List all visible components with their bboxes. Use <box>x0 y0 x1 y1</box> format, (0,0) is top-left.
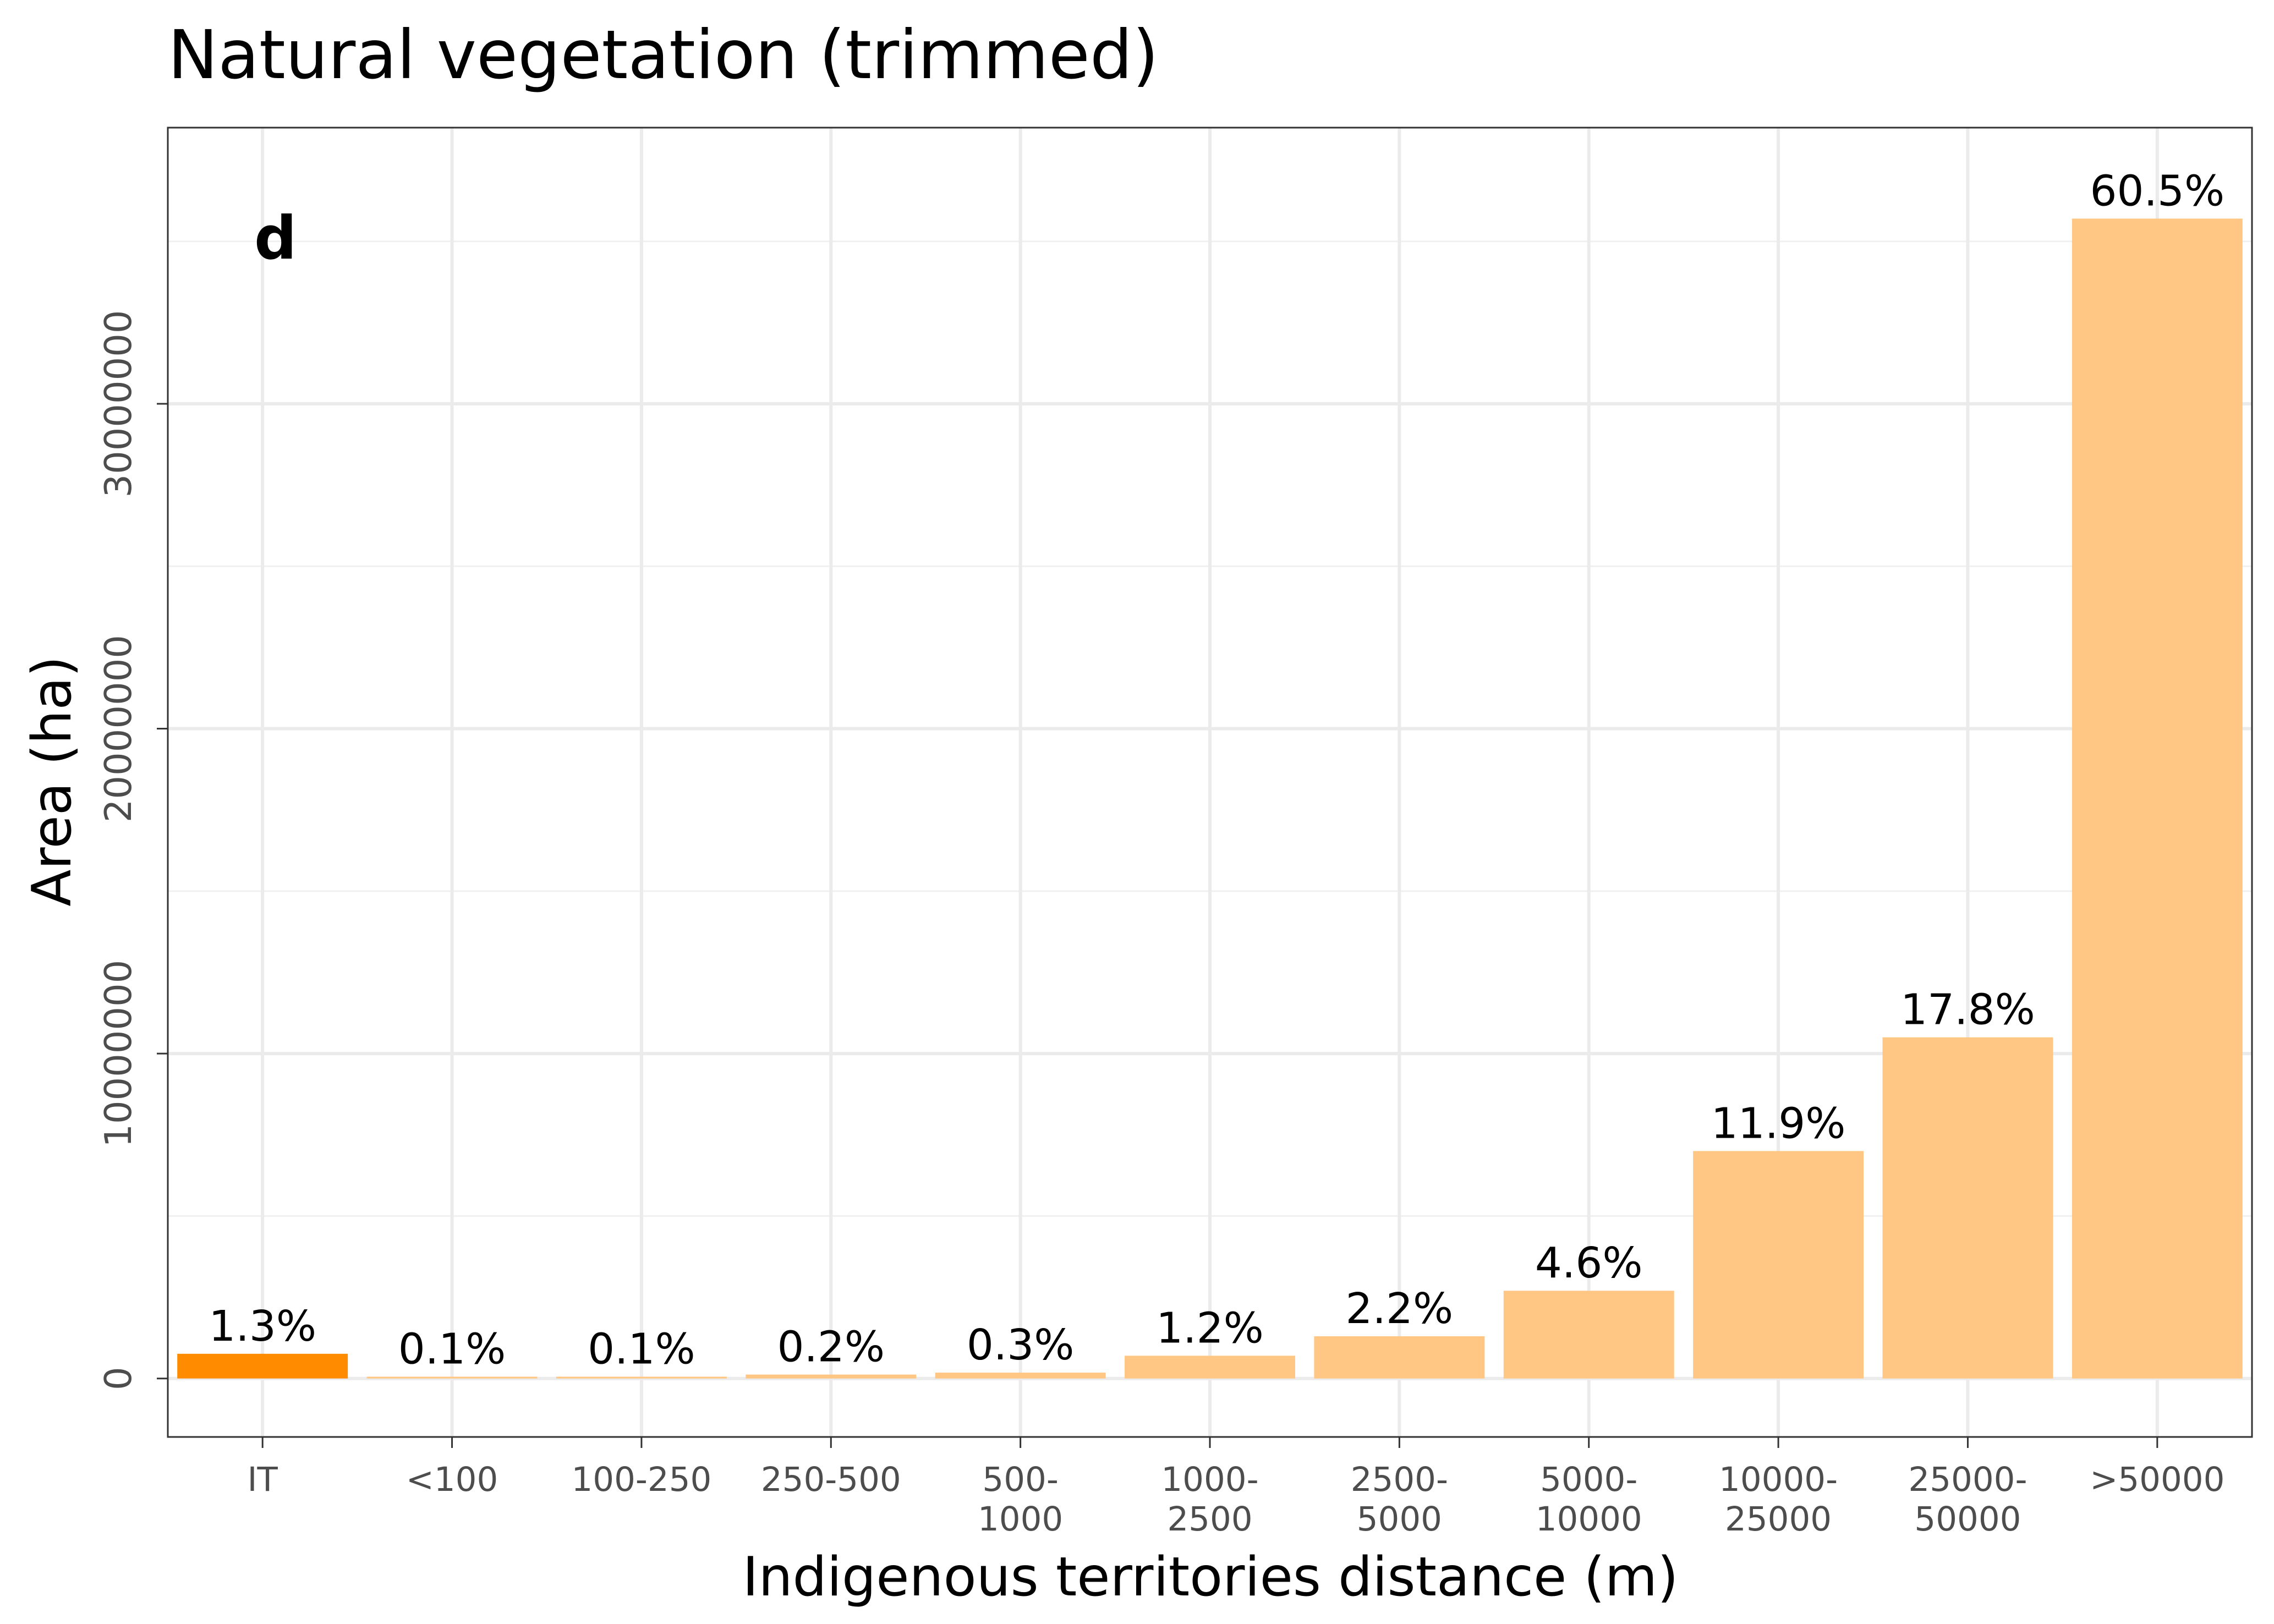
bar-8 <box>1693 1151 1864 1379</box>
bar-9 <box>1882 1037 2053 1379</box>
bar-6 <box>1314 1336 1485 1379</box>
x-tick-label-0: IT <box>248 1460 278 1499</box>
x-tick-label-7: 5000-10000 <box>1536 1460 1642 1539</box>
x-tick-label-9: 25000-50000 <box>1908 1460 2027 1539</box>
panel-tag: d <box>254 204 297 273</box>
x-tick-label-3: 250-500 <box>761 1460 901 1499</box>
data-label-6: 2.2% <box>1346 1285 1454 1334</box>
bar-7 <box>1503 1291 1674 1379</box>
bar-5 <box>1125 1356 1295 1379</box>
data-label-5: 1.2% <box>1156 1304 1264 1353</box>
data-label-4: 0.3% <box>967 1321 1075 1370</box>
data-label-0: 1.3% <box>209 1302 316 1351</box>
x-tick-label-5: 1000-2500 <box>1161 1460 1258 1539</box>
bar-2 <box>556 1376 727 1379</box>
data-label-9: 17.8% <box>1900 986 2035 1035</box>
x-tick-label-1: <100 <box>406 1460 498 1499</box>
x-tick-label-4: 500-1000 <box>978 1460 1063 1539</box>
chart-title: Natural vegetation (trimmed) <box>168 16 1159 94</box>
bar-10 <box>2072 218 2243 1379</box>
data-label-1: 0.1% <box>398 1325 506 1374</box>
plot-area: 1.3% 0.1% 0.1% 0.2% 0.3% 1.2% 2.2% 4.6% 11.9% 17.… <box>97 127 2253 1539</box>
y-tick-label-1: 10000000 <box>97 960 140 1148</box>
x-tick-label-2: 100-250 <box>571 1460 711 1499</box>
bar-4 <box>935 1373 1106 1379</box>
bar-0 <box>177 1353 348 1379</box>
bar-1 <box>366 1376 538 1379</box>
data-label-3: 0.2% <box>777 1323 885 1372</box>
x-tick-label-6: 2500-5000 <box>1351 1460 1448 1539</box>
data-label-2: 0.1% <box>588 1325 695 1374</box>
y-axis-title: Area (ha) <box>21 656 84 906</box>
x-axis-title: Indigenous territories distance (m) <box>743 1546 1679 1609</box>
x-tick-label-10: >50000 <box>2090 1460 2224 1499</box>
bar-3 <box>746 1374 917 1379</box>
data-label-10: 60.5% <box>2090 167 2225 216</box>
data-label-7: 4.6% <box>1535 1239 1643 1288</box>
y-tick-label-2: 20000000 <box>97 635 140 822</box>
x-tick-label-8: 10000-25000 <box>1719 1460 1838 1539</box>
y-tick-label-0: 0 <box>97 1367 140 1390</box>
data-label-8: 11.9% <box>1711 1099 1846 1148</box>
y-tick-label-3: 30000000 <box>97 310 140 497</box>
